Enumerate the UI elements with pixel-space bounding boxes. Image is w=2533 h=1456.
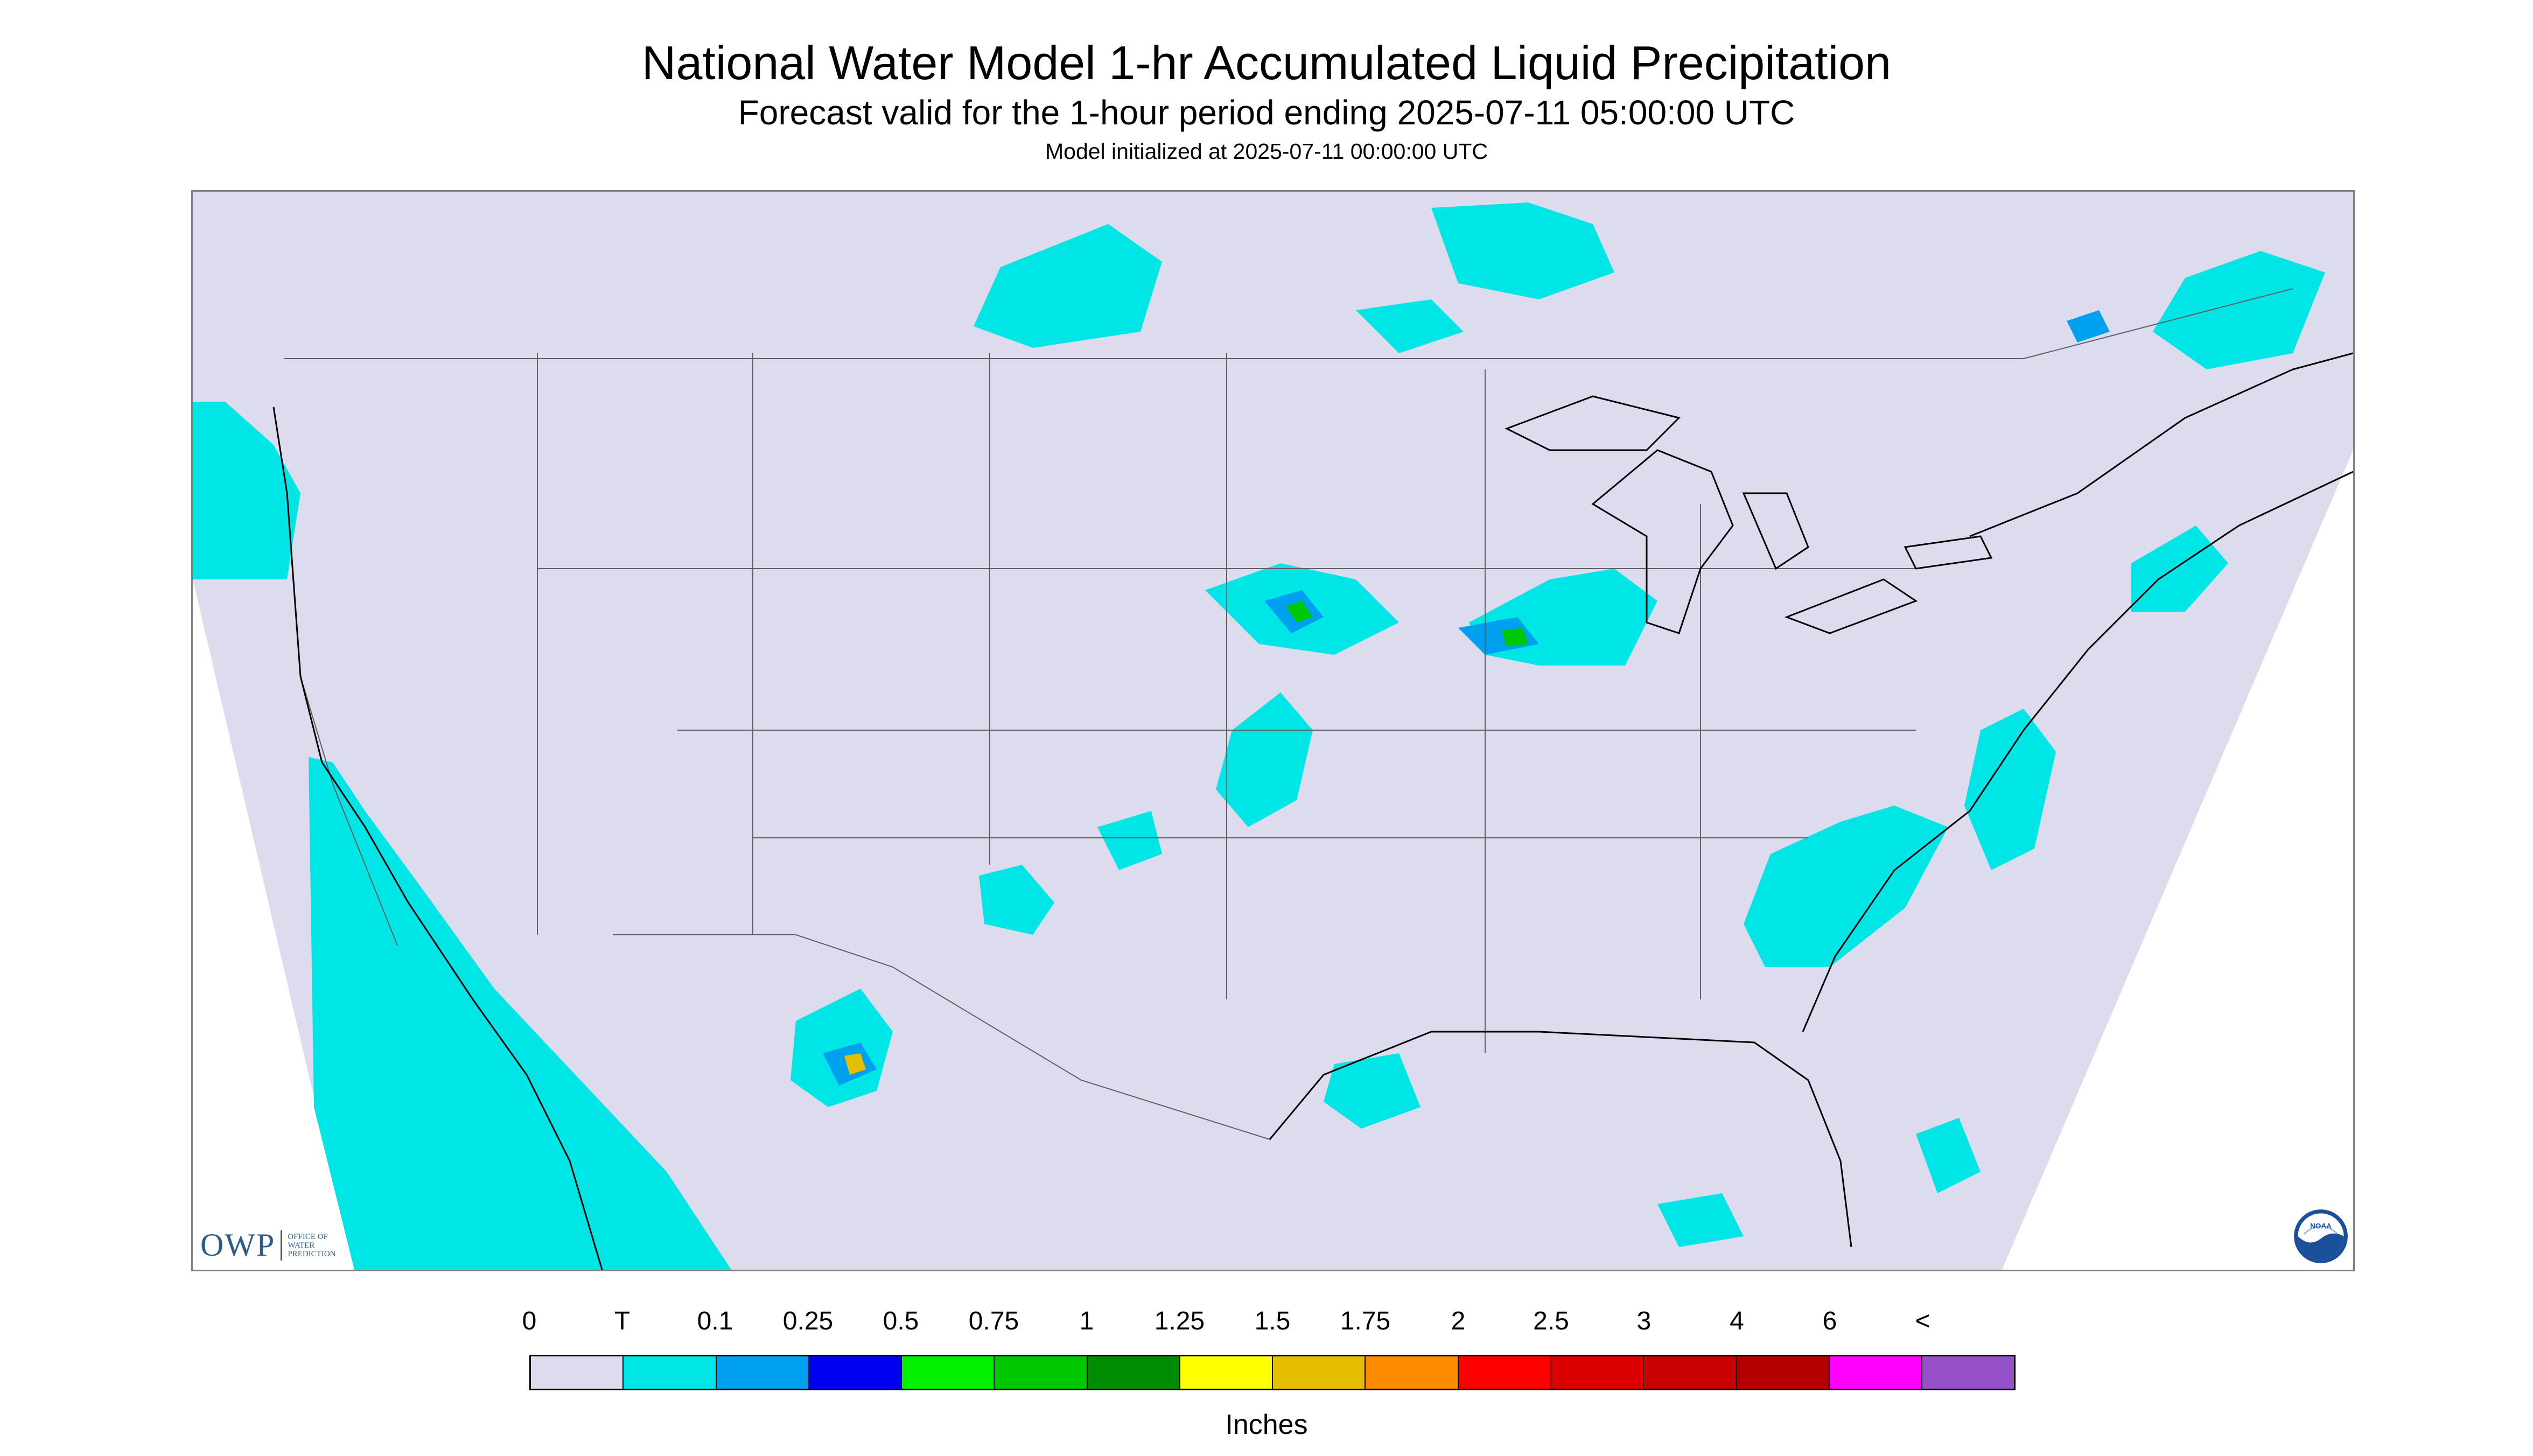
legend-swatch — [995, 1356, 1088, 1389]
precip-sask — [1356, 299, 1464, 353]
precipitation-map — [191, 190, 2355, 1271]
legend-swatch — [1922, 1356, 2014, 1389]
legend-units: Inches — [1225, 1409, 1308, 1440]
lake-michigan — [1591, 449, 1734, 634]
precip-core-quebec — [2067, 310, 2110, 342]
legend-swatch — [1273, 1356, 1366, 1389]
legend-tick-label: 0.25 — [782, 1307, 834, 1335]
precip-plains-a — [1216, 692, 1313, 827]
coast-atlantic — [1802, 471, 2353, 1032]
legend-swatch — [1644, 1356, 1737, 1389]
legend-tick-label: 1.75 — [1340, 1307, 1391, 1335]
legend-tick-label: 3 — [1636, 1307, 1652, 1335]
coast-pacific — [272, 407, 603, 1270]
legend-swatch — [1551, 1356, 1644, 1389]
owp-logo-line-1: OFFICE OF — [288, 1232, 328, 1241]
precip-core-il-green — [1501, 628, 1528, 647]
political-borders — [284, 288, 2293, 1140]
legend-tick-label: 0.5 — [883, 1307, 919, 1335]
legend-colorbar — [529, 1355, 2016, 1390]
precip-colorado — [979, 865, 1054, 935]
st-lawrence — [1969, 352, 2353, 537]
precip-plains-b — [1097, 811, 1162, 870]
owp-logo-line-2: WATER — [288, 1241, 315, 1250]
lake-erie — [1784, 578, 1918, 634]
legend-swatch — [1087, 1356, 1180, 1389]
legend-tick-label: 4 — [1730, 1307, 1744, 1335]
precip-alberta — [974, 224, 1162, 348]
precip-carolinas — [1744, 806, 1948, 967]
legend-tick-label: 2.5 — [1533, 1307, 1569, 1335]
forecast-valid-subtitle: Forecast valid for the 1-hour period end… — [738, 93, 1795, 132]
precip-core-regions — [823, 310, 2110, 1086]
precip-core-mx-yellow — [844, 1053, 866, 1075]
lake-ontario — [1904, 535, 1993, 570]
precip-core-ne-green — [1286, 601, 1313, 622]
owp-logo-text: OWP — [200, 1227, 276, 1263]
coastlines — [272, 352, 2353, 1270]
legend-tick-label: < — [1915, 1307, 1930, 1335]
coast-gulf — [1269, 1031, 1852, 1248]
lake-superior — [1505, 395, 1681, 451]
precip-pacific-nw — [193, 402, 300, 579]
legend-tick-label: 6 — [1822, 1307, 1837, 1335]
precip-gulf — [1324, 1053, 1421, 1129]
legend-swatch — [1458, 1356, 1551, 1389]
precip-caribbean — [1657, 1193, 1744, 1247]
legend-swatch — [1366, 1356, 1459, 1389]
legend-tick-label: 2 — [1451, 1307, 1466, 1335]
legend-swatch — [624, 1356, 717, 1389]
legend-swatch — [809, 1356, 902, 1389]
legend-swatch — [716, 1356, 809, 1389]
legend-tick-label: 0.75 — [968, 1307, 1019, 1335]
border-us-canada — [284, 288, 2293, 359]
noaa-logo-text: NOAA — [2310, 1222, 2332, 1230]
legend-swatch — [1829, 1356, 1922, 1389]
owp-logo: OWP OFFICE OF WATER PREDICTION — [200, 1227, 336, 1264]
precip-core-il — [1458, 617, 1539, 655]
owp-logo-separator — [281, 1230, 283, 1261]
legend-tick-label: 1.5 — [1254, 1307, 1291, 1335]
legend-tick-label: 1.25 — [1154, 1307, 1205, 1335]
legend-swatch — [1737, 1356, 1830, 1389]
border-us-mexico — [613, 934, 1270, 1140]
precip-quebec — [2153, 251, 2325, 369]
precip-manitoba — [1431, 202, 1614, 299]
model-init-subtitle: Model initialized at 2025-07-11 00:00:00… — [1045, 139, 1488, 164]
legend-tick-label: 1 — [1079, 1307, 1094, 1335]
precip-bahamas — [1916, 1118, 1981, 1193]
page-title: National Water Model 1-hr Accumulated Li… — [641, 36, 1892, 89]
precip-new-england — [2131, 526, 2228, 612]
noaa-logo-icon: NOAA — [2294, 1209, 2348, 1263]
legend-tick-label: 0 — [522, 1307, 537, 1335]
legend-tick-label: T — [614, 1307, 631, 1335]
lake-huron — [1742, 492, 1809, 570]
legend-tick-label: 0.1 — [697, 1307, 733, 1335]
legend-swatch — [902, 1356, 995, 1389]
precip-pacific-baja — [309, 757, 731, 1270]
legend-swatch — [531, 1356, 624, 1389]
border-west — [300, 676, 398, 946]
legend-swatch — [1180, 1356, 1273, 1389]
owp-logo-line-3: PREDICTION — [288, 1249, 336, 1258]
precip-atlantic — [1964, 709, 2056, 870]
off-domain-left — [193, 192, 354, 1270]
map-canvas — [193, 192, 2353, 1270]
precip-trace-regions — [193, 202, 2325, 1270]
owp-logo-subtext: OFFICE OF WATER PREDICTION — [288, 1233, 335, 1258]
